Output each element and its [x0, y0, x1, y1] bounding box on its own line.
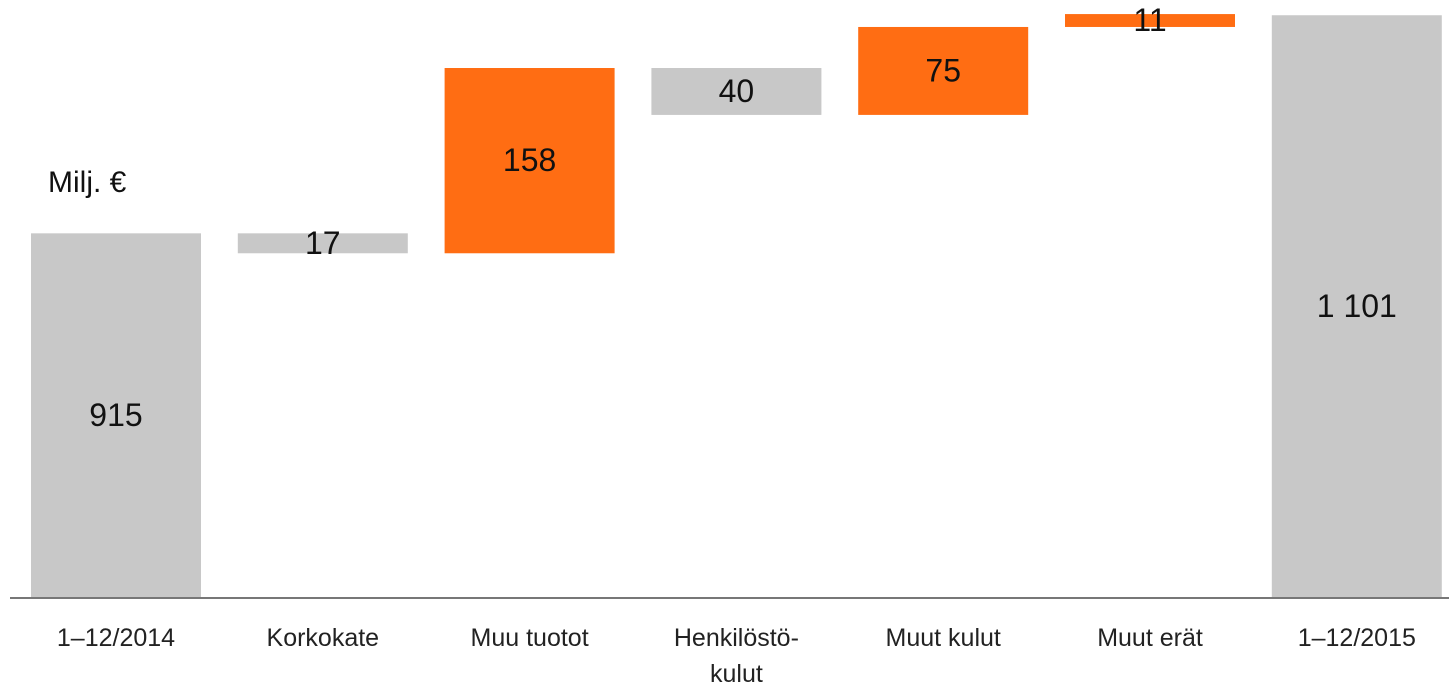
bar — [1065, 14, 1235, 27]
x-tick-label: Muut kulut — [885, 624, 1001, 652]
bar — [858, 26, 1029, 115]
x-tick-label: 1–12/2015 — [1297, 624, 1416, 652]
x-tick-label: Henkilöstö- kulut — [673, 624, 799, 688]
bar — [651, 68, 822, 115]
x-tick-label: Korkokate — [266, 624, 380, 652]
data-label: 75 — [925, 52, 961, 88]
data-label: 915 — [89, 397, 142, 433]
bar — [444, 68, 615, 254]
data-label: 17 — [305, 225, 341, 261]
x-tick-label: 1–12/2014 — [56, 624, 176, 652]
data-label: 40 — [719, 73, 755, 109]
x-tick-label: Muut erät — [1097, 624, 1203, 652]
y-axis-label: Milj. € — [48, 166, 127, 199]
data-label: 1 101 — [1317, 288, 1397, 324]
bar — [31, 233, 201, 598]
data-label: 11 — [1133, 2, 1166, 38]
x-tick-label: Muu tuotot — [470, 624, 589, 652]
data-label: 158 — [503, 142, 556, 178]
bar — [1271, 15, 1442, 598]
bar — [237, 233, 408, 254]
